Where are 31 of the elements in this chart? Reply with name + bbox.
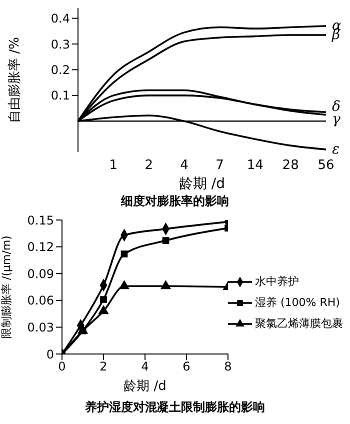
y-tick-label: 0.2 [50,62,70,77]
y-tick-label: 0.1 [50,88,70,103]
text: 养护湿度对混凝土限制膨胀的影响 [85,400,265,414]
x-tick-label: 4 [180,158,188,174]
x-tick-label: 2 [100,360,108,374]
x-tick-label: 14 [246,158,264,174]
y-tick-label: 0.03 [27,320,54,334]
y-tick-label: 0.4 [50,12,70,26]
legend-label: 聚氯乙烯薄膜包裹 [255,316,343,330]
y-tick-label: 0 [46,347,54,362]
x-axis-title: 龄期 /d [178,176,226,192]
y-axis-title: 自由膨胀率 /% [6,37,23,123]
x-tick-label: 4 [141,360,149,374]
x-tick-label: 7 [216,158,224,174]
x-tick-label: 6 [182,360,190,374]
y-axis-title: 限制膨胀率 /(μm/m) [0,236,13,338]
x-tick-label: 28 [282,158,299,174]
legend-label: 湿养 (100% RH) [255,294,341,310]
legend-label: 水中养护 [255,274,300,288]
y-tick-label: 0.3 [50,37,70,52]
series-label: ε [332,141,340,158]
x-axis-title: 龄期 /d [124,379,166,394]
x-tick-label: 56 [318,158,334,174]
y-tick-label: 0.06 [27,294,54,308]
x-tick-label: 1 [109,158,118,174]
text: 细度对膨胀率的影响 [121,194,229,208]
x-tick-label: 8 [224,360,232,374]
y-tick-label: 0.15 [27,213,54,228]
x-tick-label: 2 [144,158,153,174]
y-tick-label: 0.12 [27,240,54,254]
y-tick-label: 0.09 [27,266,54,281]
